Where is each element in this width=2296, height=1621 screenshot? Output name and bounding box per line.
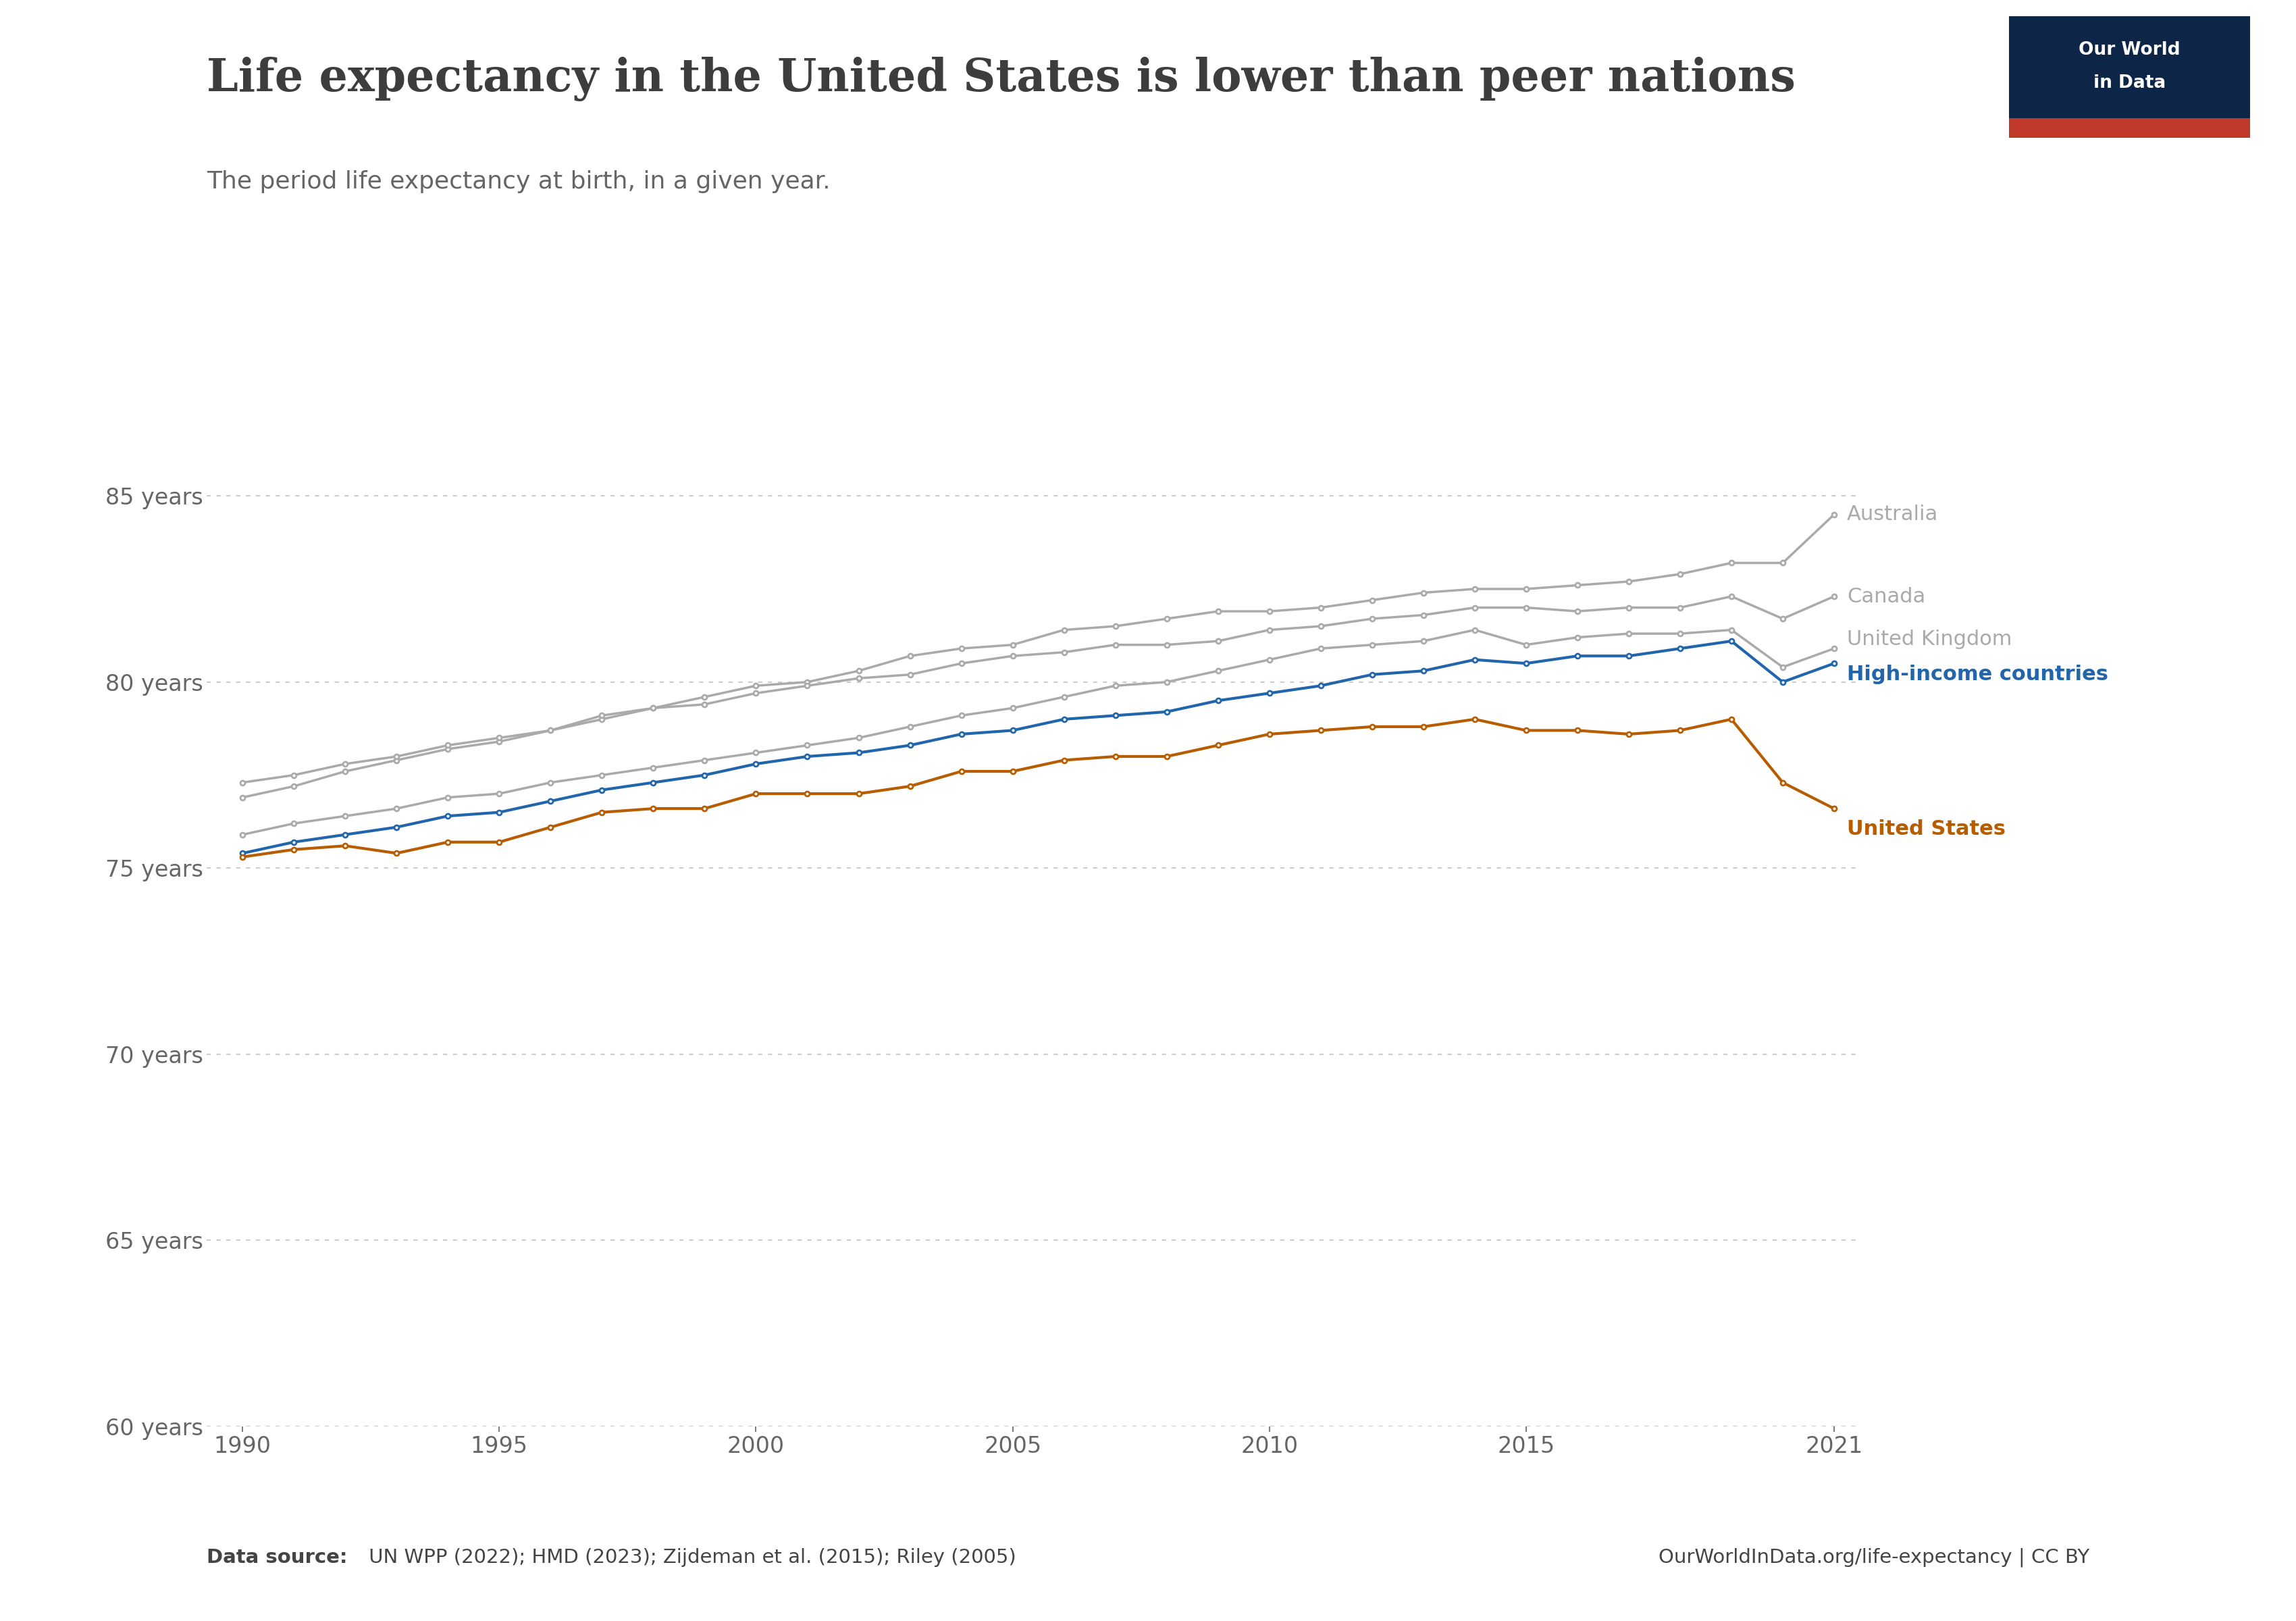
Text: Canada: Canada [1846,587,1926,606]
Text: Data source:: Data source: [207,1548,347,1568]
FancyBboxPatch shape [2009,118,2250,138]
Text: Our World: Our World [2078,42,2181,58]
Text: OurWorldInData.org/life-expectancy | CC BY: OurWorldInData.org/life-expectancy | CC … [1658,1548,2089,1568]
Text: in Data: in Data [2094,75,2165,92]
Text: United Kingdom: United Kingdom [1846,629,2011,648]
Text: Australia: Australia [1846,504,1938,524]
FancyBboxPatch shape [2009,16,2250,138]
Text: United States: United States [1846,819,2007,838]
Text: Life expectancy in the United States is lower than peer nations: Life expectancy in the United States is … [207,57,1795,101]
Text: The period life expectancy at birth, in a given year.: The period life expectancy at birth, in … [207,170,831,193]
Text: High-income countries: High-income countries [1846,665,2108,684]
Text: UN WPP (2022); HMD (2023); Zijdeman et al. (2015); Riley (2005): UN WPP (2022); HMD (2023); Zijdeman et a… [363,1548,1017,1568]
